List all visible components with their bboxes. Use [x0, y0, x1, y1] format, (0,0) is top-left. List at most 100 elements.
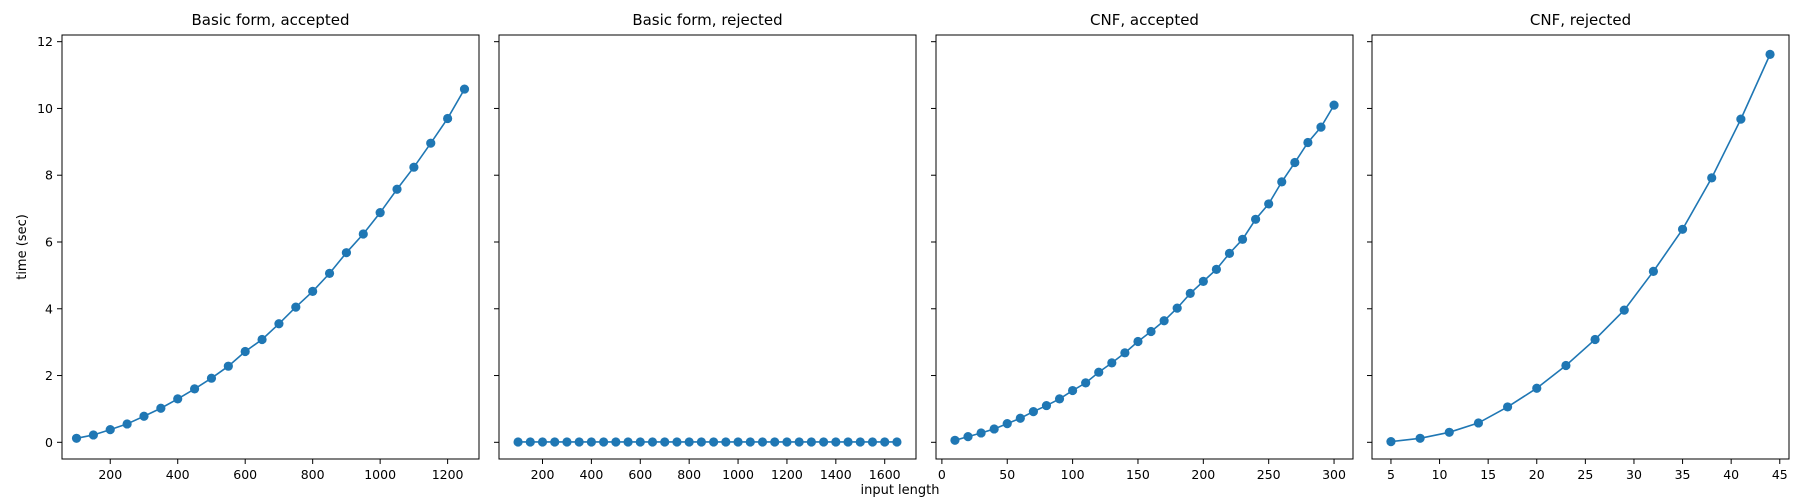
- data-point: [88, 430, 98, 440]
- data-point: [1237, 234, 1248, 244]
- data-point: [623, 437, 633, 447]
- data-point: [71, 433, 82, 443]
- data-point: [1159, 316, 1169, 326]
- chart-panel: CNF, accepted 0 50 100 150 200 250 300: [931, 11, 1354, 482]
- series-line: [954, 104, 1335, 442]
- data-point: [562, 437, 572, 447]
- x-tick-label: 15: [1480, 467, 1496, 482]
- data-point: [989, 424, 999, 434]
- data-point: [426, 138, 436, 148]
- chart-title: CNF, accepted: [1090, 11, 1199, 29]
- data-point: [1648, 266, 1659, 276]
- data-point: [819, 437, 829, 447]
- data-point: [574, 437, 584, 447]
- x-tick-label: 20: [1529, 467, 1545, 482]
- x-tick-label: 200: [531, 467, 555, 482]
- series-line: [1390, 54, 1771, 443]
- data-point: [1028, 406, 1038, 417]
- data-point: [1185, 288, 1195, 299]
- data-point: [586, 437, 596, 447]
- data-point: [1277, 177, 1287, 187]
- data-point: [892, 437, 902, 447]
- data-point: [459, 84, 470, 94]
- x-tick-label: 300: [1322, 467, 1346, 482]
- series-line: [76, 88, 466, 440]
- x-tick-label: 10: [1432, 467, 1448, 482]
- data-point: [672, 437, 682, 447]
- data-point: [831, 437, 841, 447]
- data-point: [733, 437, 743, 447]
- data-point: [1120, 348, 1130, 358]
- data-point: [1561, 360, 1571, 371]
- data-point: [1211, 264, 1221, 274]
- x-tick-label: 50: [999, 467, 1015, 482]
- data-point: [206, 373, 217, 383]
- data-point: [696, 437, 706, 447]
- x-tick-label: 200: [98, 467, 122, 482]
- x-tick-label: 100: [1061, 467, 1085, 482]
- data-point: [122, 419, 132, 429]
- data-point: [1473, 418, 1484, 428]
- y-tick-label: 4: [45, 301, 53, 316]
- data-point: [635, 437, 645, 447]
- data-point: [223, 361, 233, 371]
- plot-frame: [935, 34, 1354, 460]
- data-point: [308, 286, 318, 297]
- data-point: [358, 229, 368, 239]
- plot-frame: [1371, 34, 1790, 460]
- data-point: [1198, 276, 1208, 286]
- data-point: [409, 162, 419, 172]
- data-point: [770, 437, 780, 447]
- data-point: [105, 425, 115, 435]
- data-point: [1502, 402, 1513, 412]
- x-tick-label: 1400: [820, 467, 852, 482]
- data-point: [257, 334, 267, 345]
- data-point: [611, 437, 621, 447]
- data-point: [550, 437, 560, 447]
- data-point: [843, 437, 853, 447]
- data-point: [1532, 383, 1542, 393]
- data-point: [139, 411, 149, 421]
- data-point: [1002, 419, 1012, 429]
- x-tick-label: 400: [579, 467, 603, 482]
- data-point: [757, 437, 768, 447]
- data-point: [156, 403, 166, 413]
- x-tick-label: 400: [166, 467, 190, 482]
- data-point: [392, 184, 402, 194]
- data-point: [1303, 137, 1313, 148]
- x-tick-label: 1000: [722, 467, 754, 482]
- y-tick-label: 2: [45, 368, 53, 383]
- data-point: [1068, 385, 1078, 396]
- x-tick-label: 1200: [432, 467, 464, 482]
- data-point: [513, 437, 523, 447]
- data-point: [963, 432, 973, 442]
- plot-frame: [498, 34, 917, 460]
- shared-y-axis-label: time (sec): [15, 214, 30, 280]
- data-point: [782, 437, 792, 447]
- data-point: [1619, 305, 1629, 315]
- data-point: [173, 394, 183, 404]
- data-point: [599, 437, 609, 447]
- data-point: [709, 437, 719, 447]
- data-point: [189, 384, 200, 394]
- data-point: [1094, 367, 1104, 377]
- shared-x-axis-label: input length: [860, 483, 939, 498]
- data-point: [1054, 394, 1065, 404]
- data-point: [880, 437, 890, 447]
- data-point: [1707, 173, 1717, 183]
- data-point: [1316, 122, 1326, 132]
- data-point: [1041, 400, 1052, 411]
- x-tick-label: 150: [1126, 467, 1150, 482]
- x-tick-label: 250: [1257, 467, 1281, 482]
- data-point: [1677, 224, 1688, 234]
- data-point: [240, 346, 250, 357]
- data-point: [976, 428, 986, 438]
- plot-frame: [61, 34, 480, 460]
- data-point: [291, 302, 301, 312]
- y-tick-label: 12: [37, 34, 53, 49]
- x-tick-label: 1000: [364, 467, 396, 482]
- data-point: [1386, 437, 1396, 447]
- chart-title: CNF, rejected: [1530, 11, 1631, 29]
- data-point: [1264, 199, 1274, 209]
